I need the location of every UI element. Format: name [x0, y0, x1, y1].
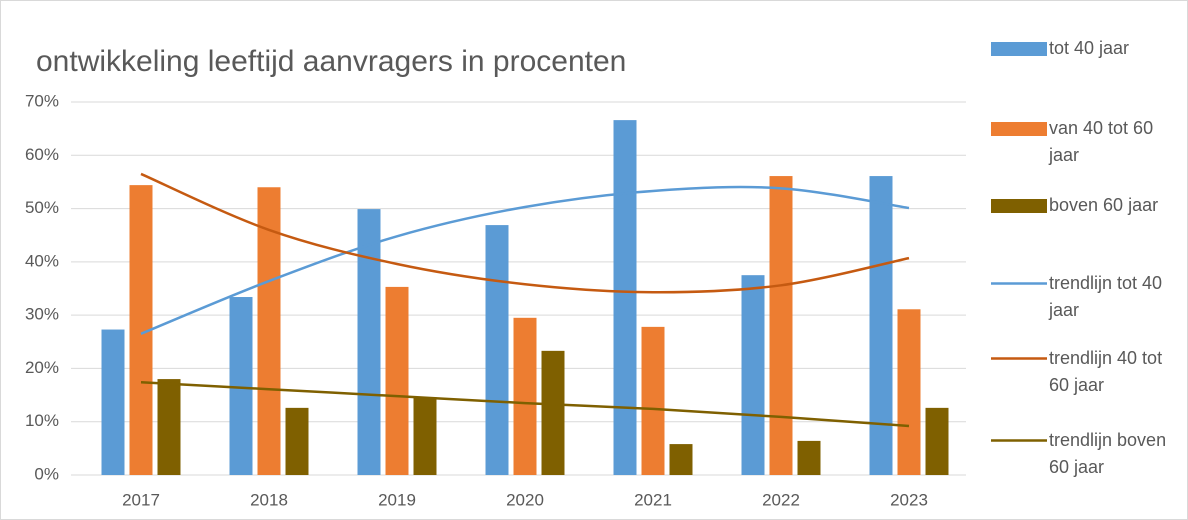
bar — [897, 309, 921, 475]
legend-label: tot 40 jaar — [1049, 38, 1130, 58]
bar — [641, 326, 665, 475]
legend-label: trendlijn boven 60 jaar — [1049, 430, 1167, 477]
x-tick-label: 2018 — [250, 490, 288, 509]
legend-entry: tot 40 jaar — [991, 35, 1181, 105]
trend-line — [140, 381, 910, 428]
y-tick-label: 0% — [34, 464, 59, 483]
x-tick-label: 2022 — [762, 490, 800, 509]
trend-line — [140, 185, 910, 335]
legend-entry: trendlijn boven 60 jaar — [991, 427, 1181, 497]
legend-icon — [991, 282, 1047, 285]
bar — [413, 397, 437, 475]
bar — [513, 317, 537, 475]
y-tick-label: 70% — [25, 91, 59, 110]
bar — [613, 120, 637, 476]
legend-swatch — [991, 42, 1047, 56]
legend-swatch — [991, 199, 1047, 213]
legend-label: boven 60 jaar — [1049, 195, 1159, 215]
bar — [485, 225, 509, 475]
legend-label: trendlijn 40 tot 60 jaar — [1049, 348, 1163, 395]
legend-icon — [991, 42, 1047, 56]
x-tick-label: 2020 — [506, 490, 544, 509]
legend-entry: trendlijn tot 40 jaar — [991, 270, 1181, 340]
bar — [541, 350, 565, 475]
y-tick-label: 30% — [25, 305, 59, 324]
legend-entry: boven 60 jaar — [991, 192, 1181, 262]
legend-icon — [991, 122, 1047, 136]
legend-icon — [991, 357, 1047, 360]
y-tick-label: 60% — [25, 145, 59, 164]
y-tick-label: 40% — [25, 251, 59, 270]
bar — [385, 286, 409, 475]
bar — [357, 209, 381, 475]
x-tick-label: 2021 — [634, 490, 672, 509]
bar — [257, 187, 281, 475]
chart-title: ontwikkeling leeftijd aanvragers in proc… — [36, 45, 626, 78]
legend-icon — [991, 439, 1047, 442]
bar — [229, 297, 253, 475]
bar — [769, 176, 793, 475]
x-tick-label: 2019 — [378, 490, 416, 509]
legend-icon — [991, 199, 1047, 213]
bar — [285, 407, 309, 475]
y-tick-label: 10% — [25, 411, 59, 430]
legend-label: trendlijn tot 40 jaar — [1049, 273, 1163, 320]
bar — [101, 329, 125, 475]
bar — [669, 444, 693, 475]
x-tick-label: 2023 — [890, 490, 928, 509]
legend-swatch — [991, 122, 1047, 136]
y-tick-label: 50% — [25, 198, 59, 217]
bar — [741, 275, 765, 475]
bar — [157, 379, 181, 475]
x-tick-label: 2017 — [122, 490, 160, 509]
bar — [869, 176, 893, 475]
bar — [797, 440, 821, 475]
legend-entry: van 40 tot 60 jaar — [991, 115, 1181, 185]
bar — [925, 407, 949, 475]
y-tick-label: 20% — [25, 358, 59, 377]
legend-entry: trendlijn 40 tot 60 jaar — [991, 345, 1181, 415]
bar — [129, 185, 153, 475]
legend-label: van 40 tot 60 jaar — [1049, 118, 1154, 165]
trend-line — [140, 172, 910, 294]
